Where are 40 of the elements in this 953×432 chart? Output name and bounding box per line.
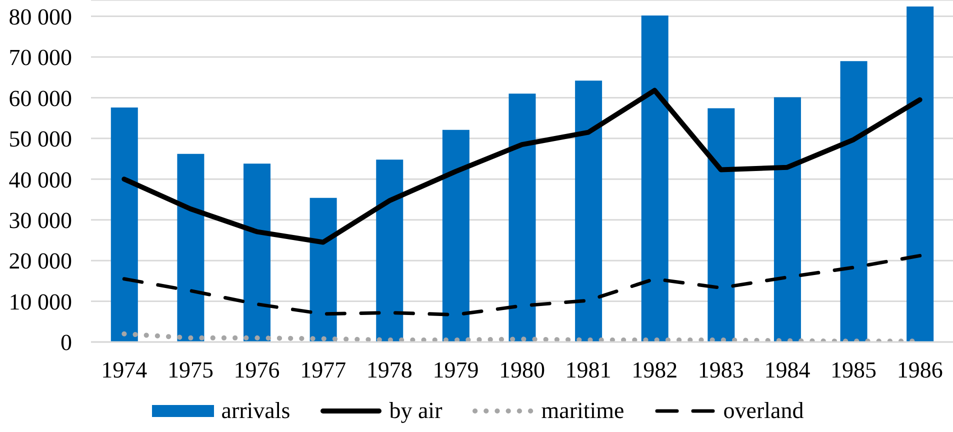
x-tick-label: 1978 (366, 357, 412, 382)
bar (774, 97, 801, 342)
y-tick-label: 40 000 (8, 167, 72, 192)
x-tick-label: 1975 (167, 357, 214, 382)
legend-label: by air (389, 398, 442, 424)
bar (244, 164, 271, 342)
bar (906, 6, 934, 342)
y-tick-label: 0 (60, 330, 72, 356)
x-tick-label: 1980 (499, 357, 545, 382)
x-tick-label: 1976 (234, 357, 280, 382)
bar (310, 198, 337, 342)
x-tick-label: 1974 (101, 357, 148, 382)
y-tick-label: 70 000 (8, 45, 72, 70)
bar (708, 108, 735, 342)
x-tick-label: 1984 (764, 357, 811, 382)
legend-label: arrivals (221, 398, 290, 424)
y-tick-label: 20 000 (8, 248, 72, 274)
y-tick-label: 60 000 (8, 86, 72, 111)
x-tick-label: 1982 (632, 357, 678, 382)
y-tick-label: 80 000 (8, 4, 72, 30)
x-tick-label: 1979 (432, 357, 479, 382)
x-tick-label: 1977 (300, 357, 346, 382)
line-series (122, 254, 922, 316)
bar (641, 15, 668, 342)
legend-label: overland (723, 398, 804, 424)
bar (840, 61, 868, 342)
bar (442, 130, 470, 342)
x-tick-label: 1983 (698, 357, 744, 382)
y-tick-label: 50 000 (8, 126, 72, 152)
legend-label: maritime (541, 398, 624, 424)
y-tick-label: 30 000 (8, 208, 72, 234)
x-tick-label: 1985 (830, 357, 877, 382)
x-tick-label: 1986 (896, 357, 943, 382)
bar (376, 160, 404, 342)
bar (508, 94, 536, 342)
bar (177, 154, 204, 342)
bar (110, 107, 138, 342)
x-tick-label: 1981 (565, 357, 612, 382)
y-tick-label: 10 000 (8, 289, 72, 314)
bar (575, 80, 602, 342)
